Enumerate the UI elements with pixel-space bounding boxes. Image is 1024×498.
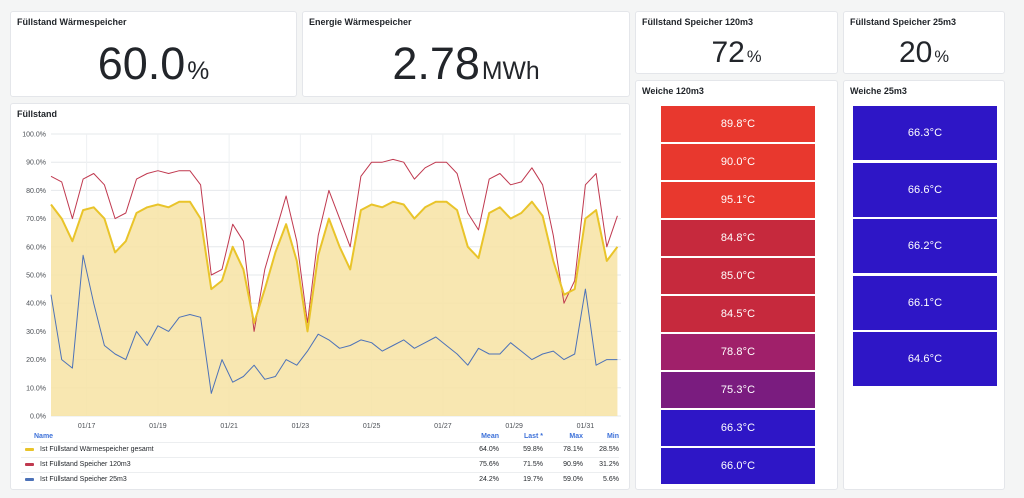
panel-weiche-120: Weiche 120m3 89.8°C 90.0°C 95.1°C 84.8°C 85.… <box>635 80 838 490</box>
panel-title: Füllstand <box>17 109 57 119</box>
legend-swatch <box>25 463 34 466</box>
temperature-cell: 66.3°C <box>853 106 997 160</box>
temperature-cell: 95.1°C <box>661 182 815 218</box>
y-tick-label: 100.0% <box>22 132 46 139</box>
series-line-120m3 <box>50 158 618 332</box>
x-tick-label: 01/25 <box>363 423 381 430</box>
stat-value: 72% <box>636 36 837 70</box>
temperature-cell: 66.2°C <box>853 219 997 273</box>
legend-min: 31.2% <box>599 461 619 468</box>
temperature-cell: 66.1°C <box>853 275 997 330</box>
stat-number: 2.78 <box>392 38 480 89</box>
legend-swatch <box>25 478 34 481</box>
chart-legend: Name Mean Last * Max Min Ist Füllstand W… <box>21 430 619 488</box>
panel-fill-25: Füllstand Speicher 25m3 20% <box>843 11 1005 74</box>
stat-unit: % <box>934 48 950 66</box>
legend-max: 78.1% <box>563 446 583 453</box>
temperature-cell: 78.8°C <box>661 334 815 370</box>
legend-header-max[interactable]: Max <box>569 432 583 440</box>
panel-fill-total: Füllstand Wärmespeicher 60.0% <box>10 11 297 97</box>
y-tick-label: 90.0% <box>26 160 46 167</box>
x-tick-label: 01/21 <box>220 423 238 430</box>
y-tick-label: 0.0% <box>30 414 46 421</box>
panel-title: Füllstand Speicher 120m3 <box>642 17 754 27</box>
temperature-cell: 90.0°C <box>661 144 815 180</box>
series-line-25m3 <box>50 254 618 394</box>
y-tick-label: 10.0% <box>26 385 46 392</box>
panel-weiche-25: Weiche 25m3 66.3°C 66.6°C 66.2°C 66.1°C 64.6… <box>843 80 1005 490</box>
legend-row[interactable]: Ist Füllstand Speicher 120m3 75.6% 71.5%… <box>21 457 619 471</box>
temperature-cell: 84.5°C <box>661 296 815 332</box>
weiche-25-cells: 66.3°C 66.6°C 66.2°C 66.1°C 64.6°C <box>853 106 997 386</box>
legend-row[interactable]: Ist Füllstand Speicher 25m3 24.2% 19.7% … <box>21 472 619 486</box>
legend-min: 5.6% <box>603 476 619 483</box>
legend-series-name: Ist Füllstand Speicher 25m3 <box>40 476 127 483</box>
x-tick-label: 01/29 <box>505 423 523 430</box>
series-area-total <box>51 201 618 416</box>
panel-chart: Füllstand 0.0% 10.0% 20.0% 30.0% 40.0% 50.0% 6… <box>10 103 630 490</box>
y-tick-label: 20.0% <box>26 357 46 364</box>
legend-mean: 75.6% <box>479 461 499 468</box>
temperature-cell: 66.0°C <box>661 448 815 484</box>
y-tick-label: 70.0% <box>26 216 46 223</box>
stat-unit: % <box>187 58 210 85</box>
temperature-cell: 89.8°C <box>661 106 815 142</box>
stat-number: 72 <box>711 36 745 69</box>
legend-series-name: Ist Füllstand Speicher 120m3 <box>40 461 131 468</box>
temperature-cell: 66.3°C <box>661 410 815 446</box>
y-tick-label: 50.0% <box>26 273 46 280</box>
legend-mean: 24.2% <box>479 476 499 483</box>
y-tick-label: 80.0% <box>26 188 46 195</box>
legend-series-name: Ist Füllstand Wärmespeicher gesamt <box>40 446 154 453</box>
legend-max: 59.0% <box>563 476 583 483</box>
y-tick-label: 40.0% <box>26 301 46 308</box>
legend-last: 19.7% <box>523 476 543 483</box>
legend-last: 71.5% <box>523 461 543 468</box>
series-line-total <box>50 200 619 333</box>
legend-header-mean[interactable]: Mean <box>481 432 499 440</box>
panel-title: Weiche 120m3 <box>642 86 704 96</box>
stat-number: 60.0 <box>97 38 186 89</box>
temperature-cell: 84.8°C <box>661 220 815 256</box>
y-tick-label: 60.0% <box>26 244 46 251</box>
legend-header-name[interactable]: Name <box>34 432 54 440</box>
stat-unit: % <box>746 48 762 66</box>
fill-level-chart[interactable]: 0.0% 10.0% 20.0% 30.0% 40.0% 50.0% 60.0% 70.0% 8… <box>11 122 631 447</box>
stat-value: 20% <box>844 36 1004 70</box>
y-tick-label: 30.0% <box>26 329 46 336</box>
stat-unit: MWh <box>481 58 540 85</box>
temperature-cell: 64.6°C <box>853 332 997 386</box>
panel-title: Energie Wärmespeicher <box>309 17 412 27</box>
panel-title: Füllstand Wärmespeicher <box>17 17 127 27</box>
stat-value: 60.0% <box>11 38 296 90</box>
legend-row[interactable]: Ist Füllstand Wärmespeicher gesamt 64.0%… <box>21 442 619 456</box>
panel-fill-120: Füllstand Speicher 120m3 72% <box>635 11 838 74</box>
stat-value: 2.78MWh <box>303 38 629 90</box>
legend-min: 28.5% <box>599 446 619 453</box>
temperature-cell: 75.3°C <box>661 372 815 408</box>
legend-mean: 64.0% <box>479 446 499 453</box>
x-tick-label: 01/31 <box>577 423 595 430</box>
stat-number: 20 <box>898 36 933 69</box>
temperature-cell: 85.0°C <box>661 258 815 294</box>
x-tick-label: 01/27 <box>434 423 452 430</box>
x-tick-label: 01/23 <box>292 423 310 430</box>
temperature-cell: 66.6°C <box>853 162 997 217</box>
legend-last: 59.8% <box>523 446 543 453</box>
weiche-120-cells: 89.8°C 90.0°C 95.1°C 84.8°C 85.0°C 84.5°C 78.8… <box>661 106 815 486</box>
x-tick-label: 01/19 <box>149 423 167 430</box>
panel-title: Füllstand Speicher 25m3 <box>850 17 957 27</box>
panel-energy: Energie Wärmespeicher 2.78MWh <box>302 11 630 97</box>
legend-header: Name Mean Last * Max Min <box>21 430 619 442</box>
legend-header-min[interactable]: Min <box>606 432 619 440</box>
legend-max: 90.9% <box>563 461 583 468</box>
panel-title: Weiche 25m3 <box>850 86 907 96</box>
legend-header-last[interactable]: Last * <box>523 432 543 440</box>
x-tick-label: 01/17 <box>78 423 96 430</box>
legend-swatch <box>25 448 34 451</box>
